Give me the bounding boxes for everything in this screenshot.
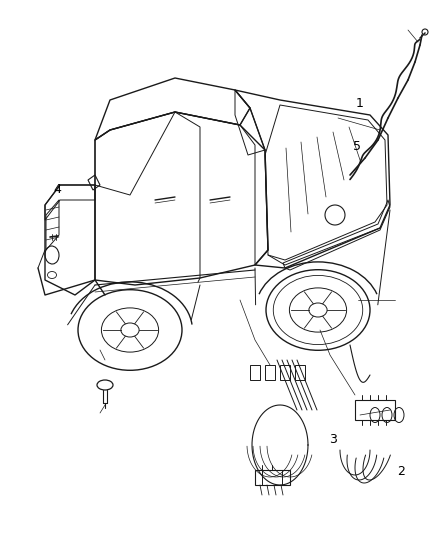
Text: 4: 4	[53, 183, 61, 196]
Text: 2: 2	[397, 465, 405, 478]
Text: 3: 3	[329, 433, 337, 446]
Text: 5: 5	[353, 140, 361, 153]
Text: 1: 1	[355, 98, 363, 110]
